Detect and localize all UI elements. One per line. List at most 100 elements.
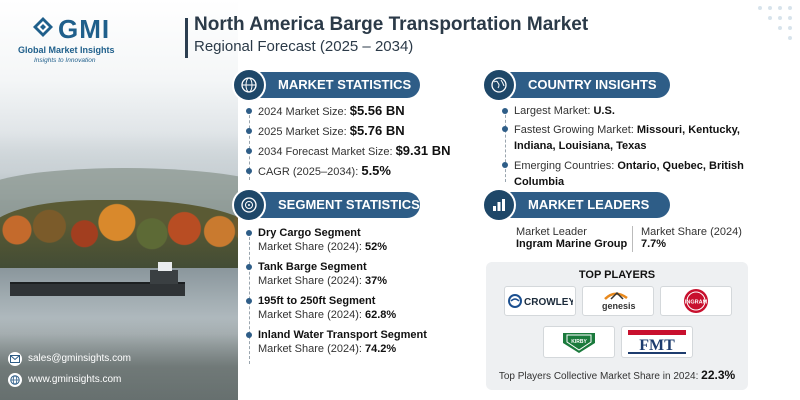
bullet: [246, 264, 252, 270]
stat-label: 2024 Market Size:: [258, 106, 350, 118]
segment-share-value: 62.8%: [365, 309, 397, 321]
top-players-share-value: 22.3%: [701, 368, 736, 382]
segment-195-250ft: 195ft to 250ft Segment Market Share (2024…: [244, 294, 464, 322]
contact-website[interactable]: www.gminsights.com: [8, 371, 121, 389]
bullet: [246, 148, 252, 154]
stat-cagr: CAGR (2025–2034): 5.5%: [244, 164, 464, 179]
stat-value: 5.5%: [361, 163, 391, 178]
market-share-label: Market Share (2024): [641, 226, 742, 238]
photo-barge-cabin: [150, 270, 178, 284]
page-subtitle: Regional Forecast (2025 – 2034): [194, 38, 414, 55]
genesis-logo-text: genesis: [602, 301, 636, 311]
trophy-chart-icon: [482, 188, 516, 222]
timeline-line: [505, 110, 506, 182]
bullet: [246, 298, 252, 304]
photo-autumn-trees: [0, 200, 238, 275]
logo-subtitle: Global Market Insights: [18, 45, 115, 55]
stat-label: 2025 Market Size:: [258, 126, 350, 138]
contact-email[interactable]: sales@gminsights.com: [8, 350, 131, 368]
bullet: [502, 126, 508, 132]
corner-pattern-icon: [758, 6, 792, 40]
segment-share-label: Market Share (2024):: [258, 343, 365, 355]
bullet: [246, 108, 252, 114]
bullet: [246, 168, 252, 174]
crowley-logo-text: CROWLEY: [524, 297, 573, 308]
largest-market-label: Largest Market:: [514, 105, 594, 117]
country-insights-heading-text: COUNTRY INSIGHTS: [528, 77, 657, 92]
stat-value: $9.31 BN: [395, 143, 451, 158]
market-leader-label: Market Leader: [516, 226, 587, 238]
fastest-growing-market: Fastest Growing Market: Missouri, Kentuc…: [500, 122, 762, 154]
largest-market-value: U.S.: [593, 105, 615, 117]
top-players-share: Top Players Collective Market Share in 2…: [486, 368, 748, 382]
segment-share-label: Market Share (2024):: [258, 309, 365, 321]
emerging-label: Emerging Countries:: [514, 160, 618, 172]
bullet: [246, 332, 252, 338]
market-statistics-heading: MARKET STATISTICS: [232, 68, 420, 102]
segment-share-value: 74.2%: [365, 343, 397, 355]
emerging-value: Ontario, Quebec, British Columbia: [514, 160, 744, 188]
bullet: [246, 128, 252, 134]
segment-share-value: 52%: [365, 241, 388, 253]
ingram-logo-text: INGRAM: [685, 300, 708, 306]
logo-tagline: Insights to Innovation: [34, 57, 96, 64]
kirby-logo-text: KIRBY: [571, 339, 587, 345]
stat-2025-size: 2025 Market Size: $5.76 BN: [244, 124, 464, 139]
stat-label: CAGR (2025–2034):: [258, 166, 362, 178]
gmi-logo: GMI Global Market Insights Insights to I…: [18, 12, 168, 64]
timeline-line: [249, 110, 250, 180]
market-statistics-list: 2024 Market Size: $5.56 BN 2025 Market S…: [244, 104, 464, 186]
gmi-logo-mark-icon: [33, 17, 53, 37]
bullet: [502, 108, 508, 114]
top-players-panel: TOP PLAYERS CROWLEY genesis INGRAM KIRBY: [486, 262, 748, 390]
kirby-logo: KIRBY: [543, 326, 615, 358]
logo-text: GMI: [58, 14, 111, 44]
page-title: North America Barge Transportation Marke…: [194, 14, 589, 35]
market-leader-block: Market Leader Ingram Marine Group: [516, 226, 627, 250]
country-insights-heading: COUNTRY INSIGHTS: [482, 68, 670, 102]
segment-inland-water: Inland Water Transport Segment Market Sha…: [244, 328, 464, 356]
segment-share-value: 37%: [365, 275, 388, 287]
bullet: [246, 230, 252, 236]
segment-statistics-heading-text: SEGMENT STATISTICS: [278, 197, 420, 212]
photo-riverbank: [0, 318, 238, 400]
fmt-logo-text: FMT: [639, 337, 675, 354]
fmt-logo: FMT: [621, 326, 693, 358]
emerging-countries: Emerging Countries: Ontario, Quebec, Bri…: [500, 158, 762, 190]
contact-email-text: sales@gminsights.com: [28, 353, 131, 364]
segment-dry-cargo: Dry Cargo Segment Market Share (2024): 52…: [244, 226, 464, 254]
contact-website-text: www.gminsights.com: [28, 374, 122, 385]
largest-market: Largest Market: U.S.: [500, 104, 762, 118]
market-leader-value: Ingram Marine Group: [516, 238, 628, 250]
hero-photo-river-barge: sales@gminsights.com www.gminsights.com: [0, 0, 238, 400]
photo-barge: [10, 282, 185, 296]
crowley-logo: CROWLEY: [504, 286, 576, 316]
target-chart-icon: [232, 188, 266, 222]
segment-name: 195ft to 250ft Segment: [258, 295, 376, 307]
fastest-market-label: Fastest Growing Market:: [514, 124, 637, 136]
stat-label: 2034 Forecast Market Size:: [258, 146, 396, 158]
market-leaders-heading: MARKET LEADERS: [482, 188, 670, 222]
top-players-heading: TOP PLAYERS: [578, 269, 656, 281]
photo-barge-bridge: [158, 262, 172, 271]
leader-divider: [632, 226, 633, 252]
genesis-logo: genesis: [582, 286, 654, 316]
mail-icon: [8, 352, 22, 366]
segment-share-label: Market Share (2024):: [258, 241, 365, 253]
fastest-market-value: Missouri, Kentucky, Indiana, Louisiana, …: [514, 124, 740, 152]
segment-name: Dry Cargo Segment: [258, 227, 361, 239]
segment-tank-barge: Tank Barge Segment Market Share (2024): 3…: [244, 260, 464, 288]
segment-statistics-heading: SEGMENT STATISTICS: [232, 188, 420, 222]
market-leaders-heading-text: MARKET LEADERS: [528, 197, 650, 212]
bullet: [502, 162, 508, 168]
country-insights-list: Largest Market: U.S. Fastest Growing Mar…: [500, 104, 762, 188]
stat-2034-forecast: 2034 Forecast Market Size: $9.31 BN: [244, 144, 464, 159]
market-share-value: 7.7%: [641, 238, 667, 250]
segment-share-label: Market Share (2024):: [258, 275, 365, 287]
segment-name: Inland Water Transport Segment: [258, 329, 427, 341]
globe-icon: [482, 68, 516, 102]
market-share-block: Market Share (2024) 7.7%: [641, 226, 742, 250]
ingram-logo: INGRAM: [660, 286, 732, 316]
segment-name: Tank Barge Segment: [258, 261, 367, 273]
segment-statistics-list: Dry Cargo Segment Market Share (2024): 52…: [244, 226, 464, 370]
